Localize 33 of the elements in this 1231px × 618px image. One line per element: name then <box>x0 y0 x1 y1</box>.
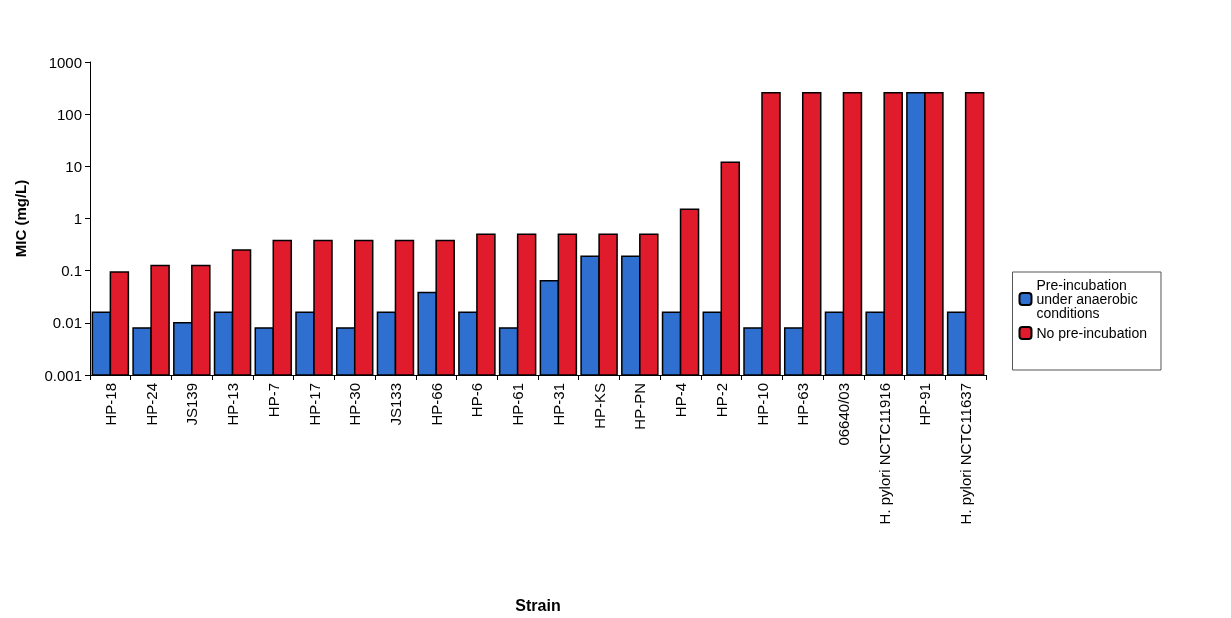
x-tick-label: 06640/03 <box>834 383 852 446</box>
x-tick-label: HP-13 <box>224 383 242 426</box>
x-tick-label: H. pylori NCTC11916 <box>875 383 893 525</box>
x-tick-label: HP-17 <box>305 383 323 426</box>
x-tick-label: H. pylori NCTC11637 <box>957 383 975 525</box>
x-tick-label: HP-KS <box>590 383 608 429</box>
y-tick-label: 0.1 <box>61 262 82 280</box>
y-tick-label: 1000 <box>48 53 82 71</box>
x-tick-label: HP-2 <box>712 383 730 418</box>
x-axis-title: Strain <box>515 596 561 614</box>
y-tick-label: 1 <box>73 210 82 227</box>
legend-label: Pre-incubation under anaerobic conditions <box>1036 277 1142 321</box>
x-tick-label: HP-63 <box>794 383 812 426</box>
legend-label: No pre-incubation <box>1036 325 1148 341</box>
x-tick-label: HP-10 <box>753 383 771 426</box>
x-tick-label: HP-PN <box>631 383 649 430</box>
y-tick-label: 0.01 <box>52 314 82 332</box>
x-tick-label: HP-66 <box>427 383 445 426</box>
x-tick-label: HP-61 <box>509 383 527 426</box>
y-tick-label: 10 <box>65 157 82 175</box>
x-tick-label: HP-24 <box>142 383 160 426</box>
x-tick-label: HP-31 <box>549 383 567 426</box>
x-tick-label: JS133 <box>386 383 404 426</box>
y-tick-label: 100 <box>56 105 82 123</box>
x-tick-label: HP-4 <box>672 383 690 418</box>
y-tick-label: 0.001 <box>44 366 82 384</box>
x-tick-label: HP-7 <box>264 383 282 418</box>
x-tick-label: HP-18 <box>101 383 119 426</box>
y-axis-title: MIC (mg/L) <box>12 179 29 258</box>
x-tick-label: HP-6 <box>468 383 486 418</box>
x-tick-label: HP-30 <box>346 383 364 426</box>
x-tick-label: HP-91 <box>916 383 934 426</box>
x-tick-label: JS139 <box>183 383 201 426</box>
